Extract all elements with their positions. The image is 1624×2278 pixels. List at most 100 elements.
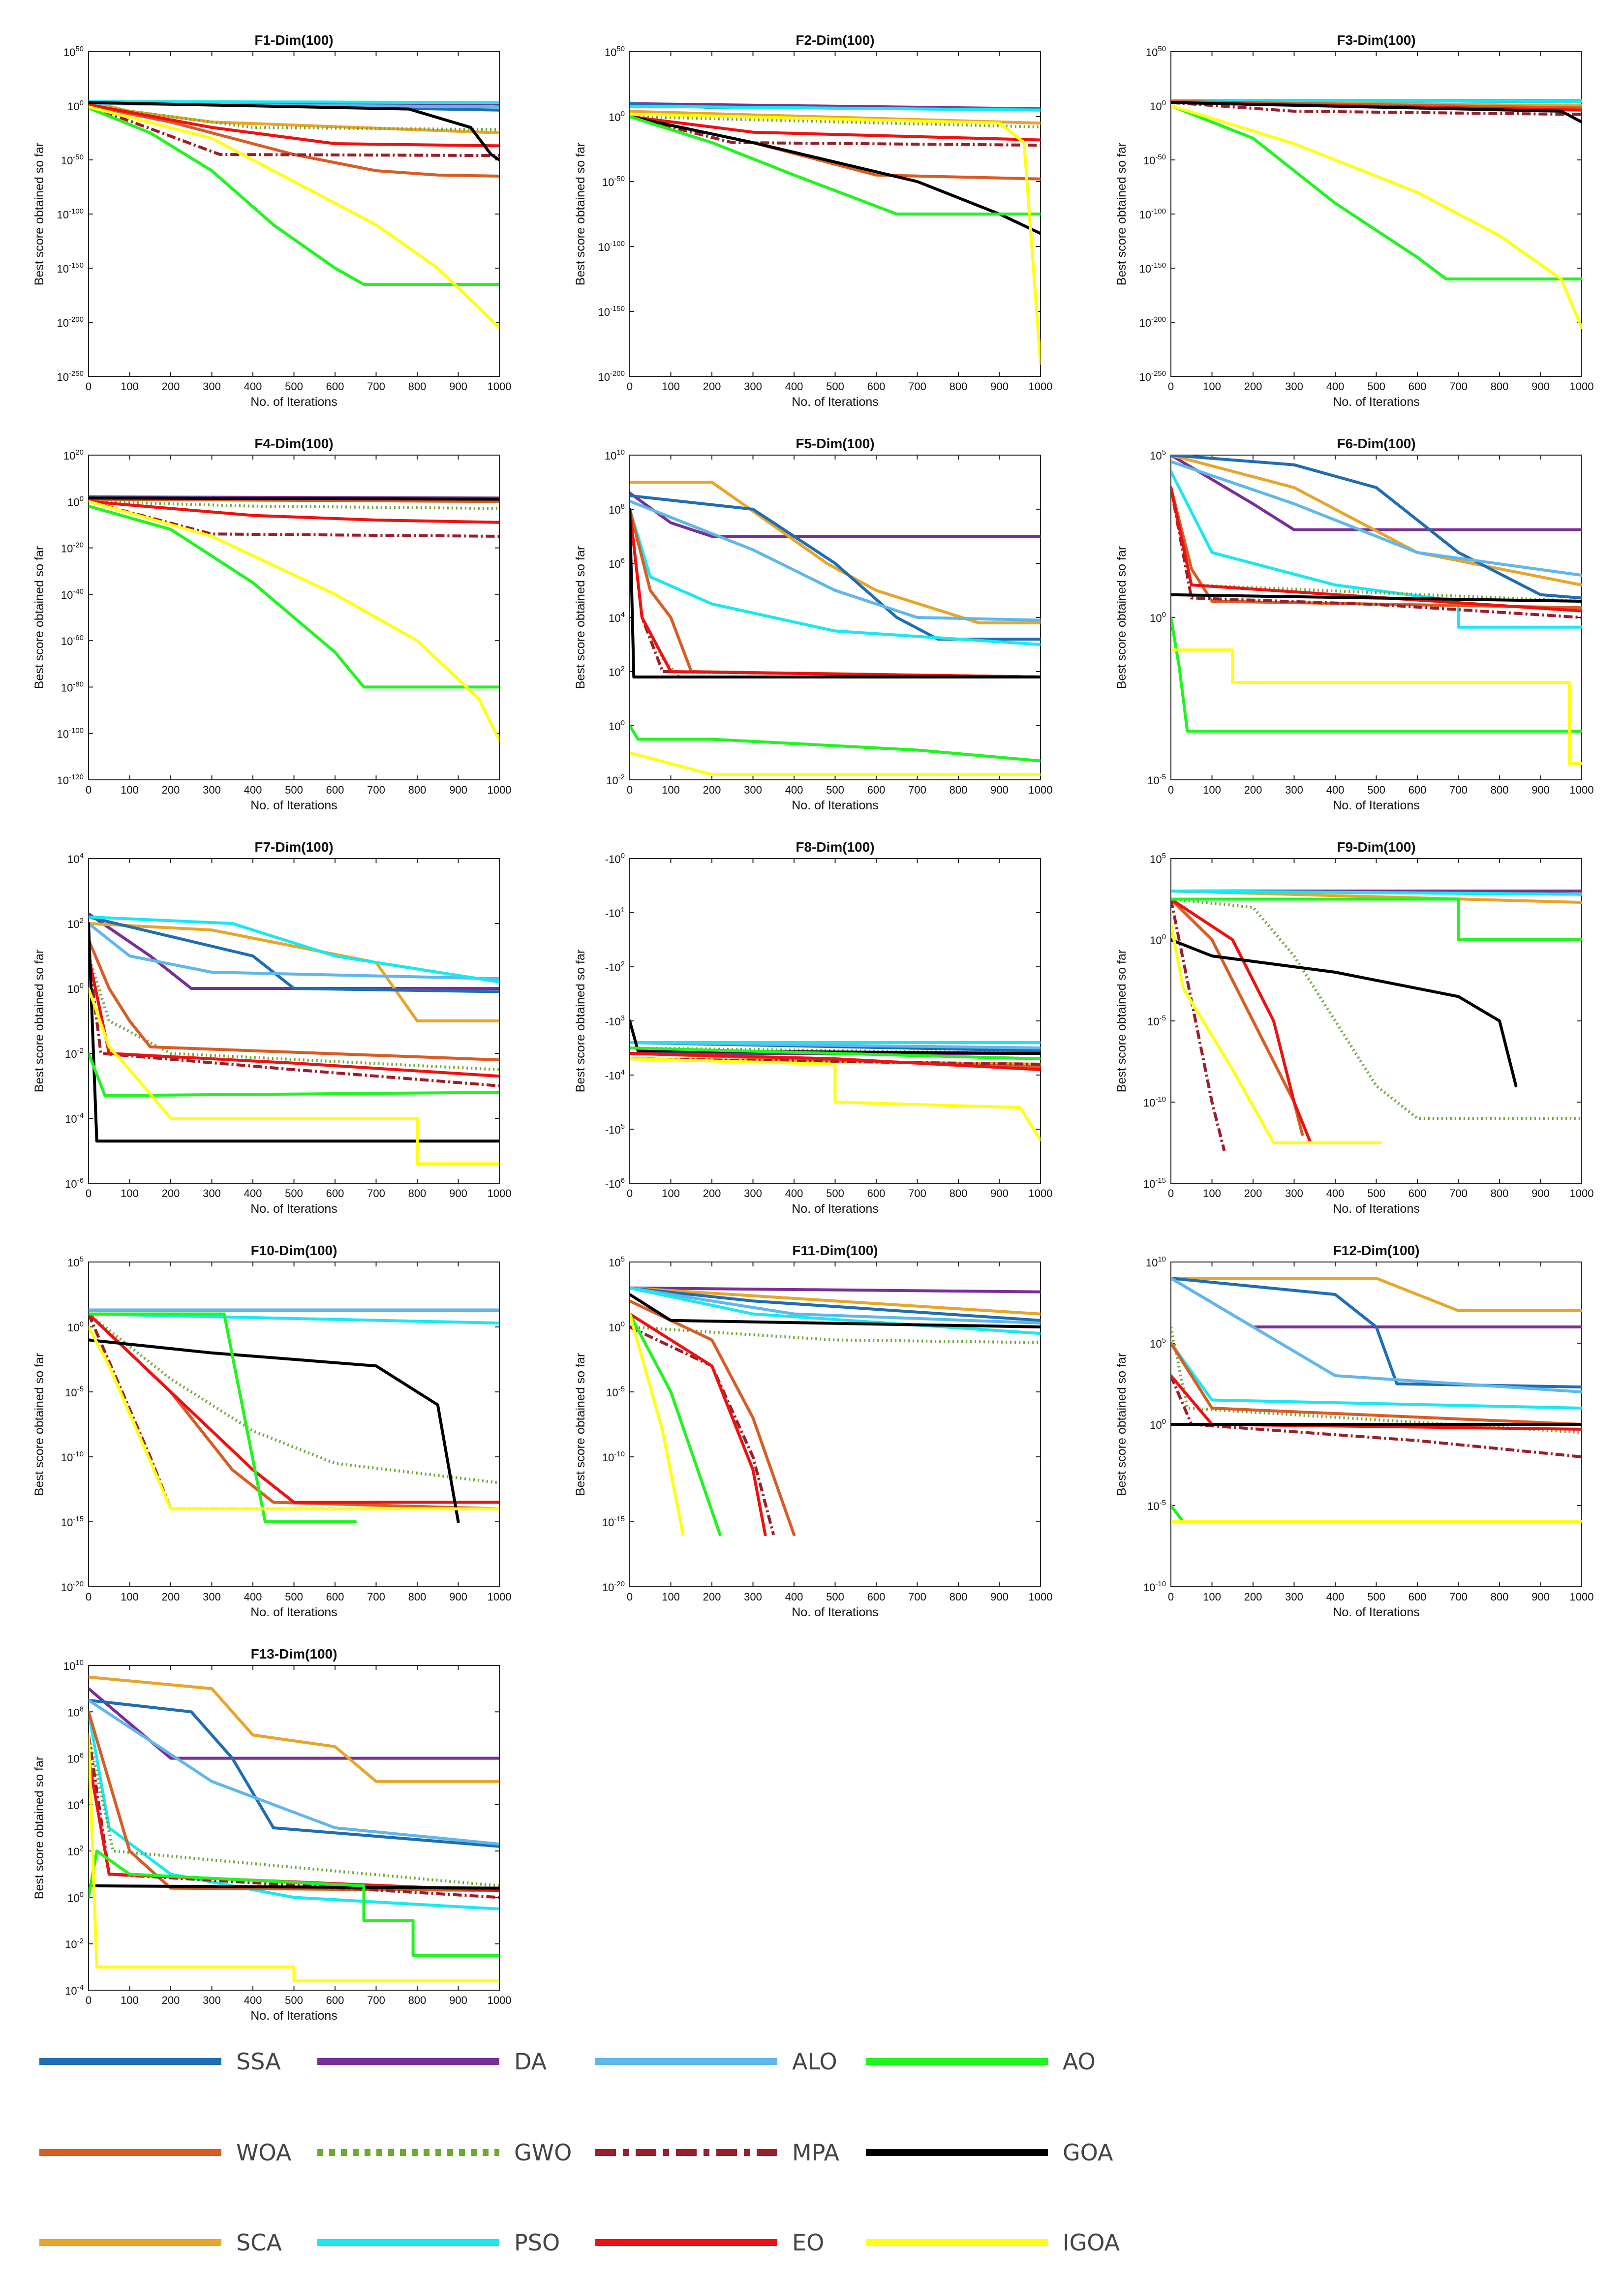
y-tick-label: 10-15 (61, 1515, 84, 1529)
legend-label: SCA (236, 2229, 282, 2256)
y-tick-label: 100 (67, 1320, 84, 1334)
series-line-da (1171, 455, 1582, 531)
series-line-alo (1171, 1277, 1582, 1393)
x-tick-label: 600 (326, 1591, 344, 1603)
legend-label: AO (1063, 2048, 1096, 2075)
y-tick-label: 10-20 (61, 541, 84, 555)
x-tick-label: 300 (1285, 1187, 1303, 1200)
x-tick-label: 1000 (1570, 784, 1594, 796)
x-tick-label: 400 (1326, 380, 1345, 393)
x-tick-label: 200 (1244, 1591, 1262, 1603)
x-tick-label: 200 (703, 380, 721, 393)
series-line-igoa (1171, 648, 1582, 765)
x-tick-label: 700 (367, 1994, 385, 2006)
chart-title: F4-Dim(100) (254, 436, 333, 451)
legend-item-mpa: MPA (595, 2139, 839, 2166)
series-line-alo (1171, 460, 1582, 577)
y-tick-label: 10-2 (65, 1047, 84, 1060)
x-tick-label: 700 (367, 784, 385, 796)
x-tick-label: 600 (326, 1187, 344, 1200)
series-line-alo (630, 499, 1041, 622)
y-tick-label: 102 (67, 1844, 84, 1858)
series-line-eo (89, 103, 499, 148)
x-tick-label: 200 (162, 380, 180, 393)
x-tick-label: 100 (121, 1591, 139, 1603)
x-tick-label: 800 (1491, 1591, 1509, 1603)
series-line-eo (1171, 486, 1582, 613)
series-line-ssa (630, 1286, 1041, 1322)
x-axis-label: No. of Iterations (1333, 1605, 1419, 1619)
series-line-woa (1171, 897, 1304, 1136)
y-tick-label: 105 (1150, 852, 1166, 865)
series-line-eo (630, 1312, 767, 1537)
series-line-ao (89, 106, 499, 286)
chart-title: F10-Dim(100) (251, 1243, 337, 1258)
y-tick-label: 1050 (605, 45, 625, 59)
plot-area (1170, 858, 1582, 1184)
x-tick-label: 900 (449, 784, 467, 796)
x-tick-label: 1000 (1029, 1591, 1053, 1603)
x-tick-label: 1000 (1029, 380, 1053, 393)
x-tick-label: 300 (203, 1187, 221, 1200)
series-line-gwo (1171, 487, 1582, 603)
x-tick-label: 600 (867, 784, 886, 796)
legend-item-goa: GOA (866, 2139, 1113, 2166)
series-line-igoa (630, 1057, 1041, 1141)
y-tick-label: 106 (609, 556, 625, 570)
y-tick-label: 100 (67, 1890, 84, 1904)
chart-title: F7-Dim(100) (254, 839, 333, 855)
series-line-ao (1171, 616, 1582, 733)
legend-label: SSA (236, 2048, 281, 2075)
chart-title: F8-Dim(100) (796, 839, 874, 855)
x-tick-label: 800 (408, 784, 427, 796)
series-line-goa (630, 1019, 1041, 1055)
series-line-ao (89, 1849, 499, 1957)
series-line-goa (1171, 101, 1582, 123)
y-tick-label: 10-10 (1143, 1095, 1166, 1109)
chart-f10-dim-100: F10-Dim(100) 0 100 200 300 400 500 600 700 800 900… (32, 1243, 511, 1619)
series-line-goa (89, 496, 499, 501)
series-group (89, 100, 499, 329)
series-line-eo (1171, 897, 1312, 1144)
x-tick-label: 700 (908, 784, 926, 796)
x-tick-label: 200 (1244, 784, 1262, 796)
x-tick-label: 800 (408, 380, 427, 393)
y-tick-label: 10-10 (1143, 1580, 1166, 1594)
x-tick-label: 1000 (488, 1187, 512, 1200)
series-line-ao (630, 1047, 1041, 1060)
x-tick-label: 100 (1203, 784, 1221, 796)
y-tick-label: 10-2 (65, 1937, 84, 1951)
x-tick-label: 400 (785, 1187, 803, 1200)
series-line-eo (89, 1756, 499, 1892)
x-tick-label: 800 (950, 380, 968, 393)
y-tick-label: 10-100 (1139, 207, 1166, 221)
legend-item-igoa: IGOA (866, 2229, 1120, 2256)
y-tick-label: -102 (605, 960, 625, 974)
x-tick-label: 1000 (488, 380, 512, 393)
y-tick-label: 1050 (63, 45, 84, 59)
series-line-goa (89, 1884, 499, 1890)
x-tick-label: 400 (785, 784, 803, 796)
y-axis-label: Best score obtained so far (32, 950, 46, 1092)
x-tick-label: 0 (1168, 1187, 1174, 1200)
series-line-eo (89, 500, 499, 524)
x-tick-label: 100 (121, 1187, 139, 1200)
y-tick-label: 10-5 (1147, 1499, 1166, 1512)
y-tick-label: 10-200 (598, 369, 625, 383)
series-line-eo (630, 1052, 1041, 1071)
legend-item-ao: AO (866, 2048, 1096, 2075)
y-tick-label: 10-150 (598, 305, 625, 318)
x-tick-label: 700 (367, 1591, 385, 1603)
x-tick-label: 700 (908, 1591, 926, 1603)
x-tick-label: 500 (826, 784, 844, 796)
x-tick-label: 800 (950, 1187, 968, 1200)
series-line-ao (89, 504, 499, 689)
legend-item-gwo: GWO (317, 2139, 572, 2166)
x-tick-label: 300 (203, 1994, 221, 2006)
x-tick-label: 1000 (488, 784, 512, 796)
chart-title: F3-Dim(100) (1337, 32, 1415, 48)
legend-label: GOA (1063, 2139, 1113, 2166)
x-tick-label: 900 (990, 784, 1009, 796)
x-tick-label: 200 (162, 784, 180, 796)
